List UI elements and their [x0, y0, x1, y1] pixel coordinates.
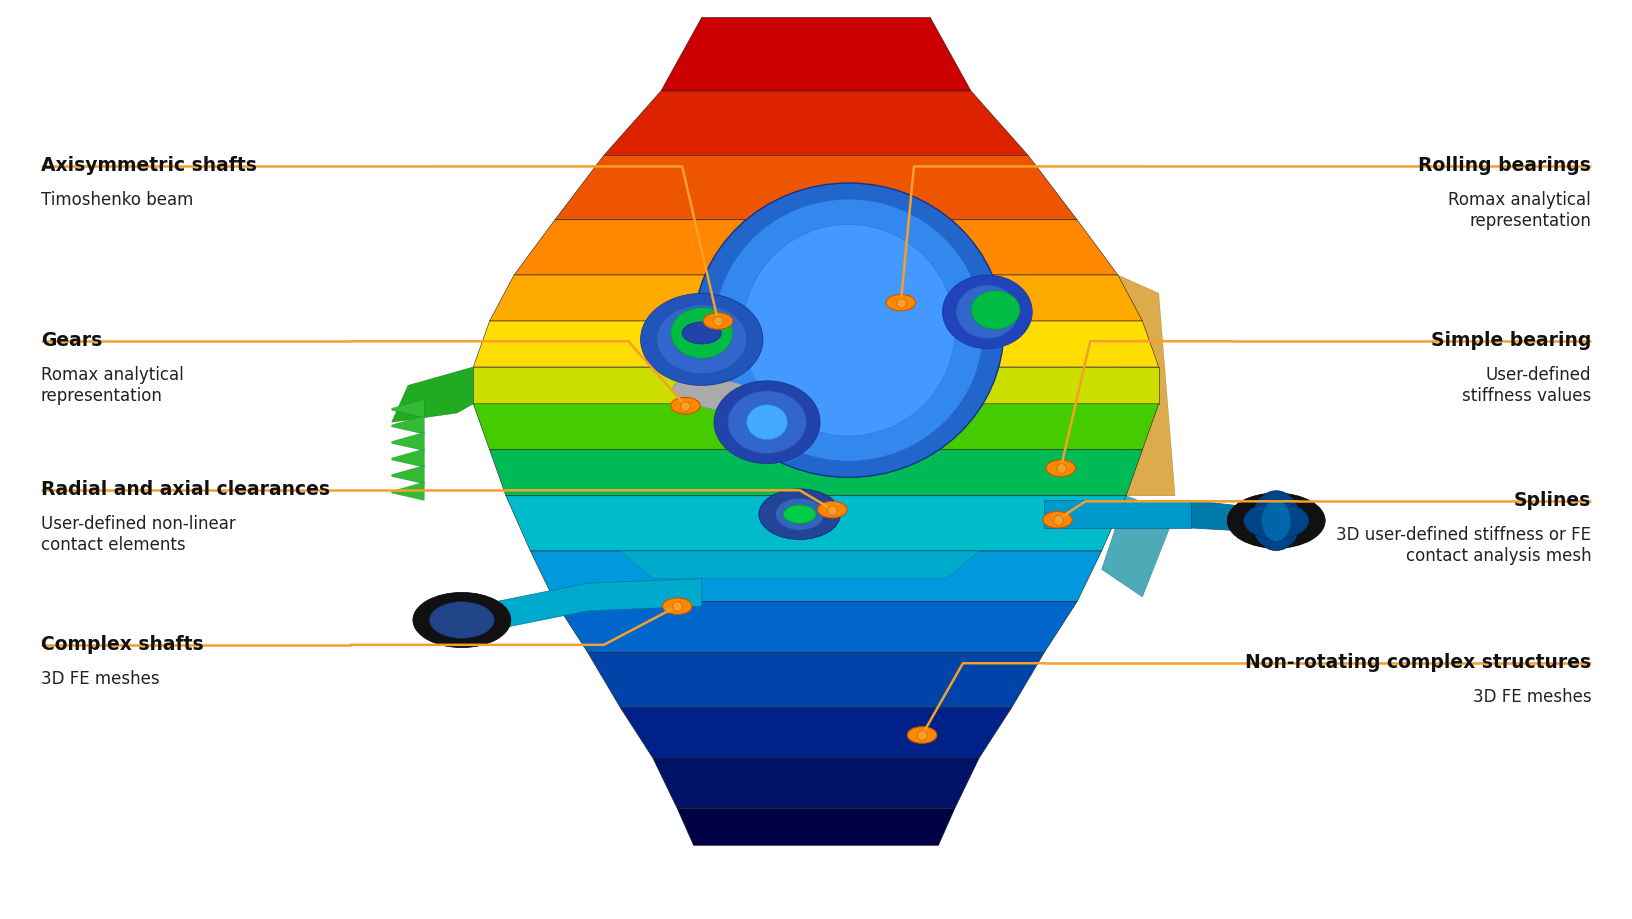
Ellipse shape	[671, 308, 733, 358]
Polygon shape	[473, 368, 1159, 404]
Text: Romax analytical
representation: Romax analytical representation	[1449, 191, 1591, 230]
Polygon shape	[473, 322, 1159, 368]
Ellipse shape	[775, 498, 824, 531]
Polygon shape	[392, 416, 424, 435]
Ellipse shape	[956, 286, 1018, 339]
Text: Timoshenko beam: Timoshenko beam	[41, 191, 193, 210]
Circle shape	[818, 502, 847, 518]
Ellipse shape	[728, 391, 806, 454]
Circle shape	[1046, 460, 1075, 477]
Circle shape	[907, 727, 937, 743]
Text: User-defined non-linear
contact elements: User-defined non-linear contact elements	[41, 515, 235, 553]
Circle shape	[1244, 503, 1309, 539]
Polygon shape	[1102, 496, 1175, 597]
Polygon shape	[604, 92, 1028, 156]
Polygon shape	[392, 466, 424, 484]
Polygon shape	[555, 602, 1077, 652]
Circle shape	[682, 323, 721, 345]
Ellipse shape	[943, 276, 1031, 349]
Polygon shape	[506, 496, 1126, 551]
Text: Non-rotating complex structures: Non-rotating complex structures	[1245, 652, 1591, 672]
Ellipse shape	[715, 381, 819, 464]
Text: 3D FE meshes: 3D FE meshes	[1472, 687, 1591, 706]
Ellipse shape	[1262, 500, 1291, 541]
Text: Romax analytical
representation: Romax analytical representation	[41, 366, 183, 404]
Text: Rolling bearings: Rolling bearings	[1418, 156, 1591, 176]
Text: Axisymmetric shafts: Axisymmetric shafts	[41, 156, 256, 176]
Polygon shape	[514, 221, 1118, 276]
Polygon shape	[653, 758, 979, 809]
Polygon shape	[530, 551, 1102, 602]
Polygon shape	[1191, 501, 1273, 533]
Polygon shape	[392, 400, 424, 418]
Circle shape	[663, 598, 692, 615]
Polygon shape	[392, 433, 424, 451]
Text: 3D FE meshes: 3D FE meshes	[41, 669, 160, 687]
Text: Splines: Splines	[1514, 491, 1591, 510]
Ellipse shape	[743, 225, 955, 437]
Circle shape	[886, 295, 916, 312]
Polygon shape	[620, 551, 979, 579]
Polygon shape	[490, 450, 1142, 496]
Text: Complex shafts: Complex shafts	[41, 634, 204, 653]
Polygon shape	[555, 156, 1077, 221]
Ellipse shape	[746, 405, 788, 440]
Ellipse shape	[672, 379, 764, 412]
Circle shape	[703, 313, 733, 330]
Circle shape	[783, 505, 816, 524]
Polygon shape	[490, 276, 1142, 322]
Polygon shape	[392, 368, 473, 423]
Polygon shape	[1044, 501, 1191, 528]
Ellipse shape	[715, 200, 982, 461]
Polygon shape	[473, 404, 1159, 450]
Polygon shape	[620, 708, 1012, 758]
Ellipse shape	[971, 291, 1020, 330]
Polygon shape	[392, 449, 424, 468]
Ellipse shape	[694, 184, 1004, 478]
Ellipse shape	[656, 305, 746, 375]
Text: Simple bearing: Simple bearing	[1431, 331, 1591, 350]
Polygon shape	[1118, 276, 1175, 496]
Circle shape	[1227, 494, 1325, 549]
Ellipse shape	[759, 489, 840, 539]
Ellipse shape	[640, 294, 764, 386]
Text: Radial and axial clearances: Radial and axial clearances	[41, 480, 330, 499]
Circle shape	[671, 398, 700, 414]
Circle shape	[429, 602, 494, 639]
Polygon shape	[661, 18, 971, 92]
Polygon shape	[588, 652, 1044, 708]
Polygon shape	[677, 809, 955, 845]
Polygon shape	[473, 579, 702, 634]
Circle shape	[413, 593, 511, 648]
Text: Gears: Gears	[41, 331, 103, 350]
Text: User-defined
stiffness values: User-defined stiffness values	[1462, 366, 1591, 404]
Polygon shape	[392, 482, 424, 501]
Ellipse shape	[1252, 491, 1301, 550]
Text: 3D user-defined stiffness or FE
contact analysis mesh: 3D user-defined stiffness or FE contact …	[1337, 526, 1591, 564]
Circle shape	[1043, 512, 1072, 528]
